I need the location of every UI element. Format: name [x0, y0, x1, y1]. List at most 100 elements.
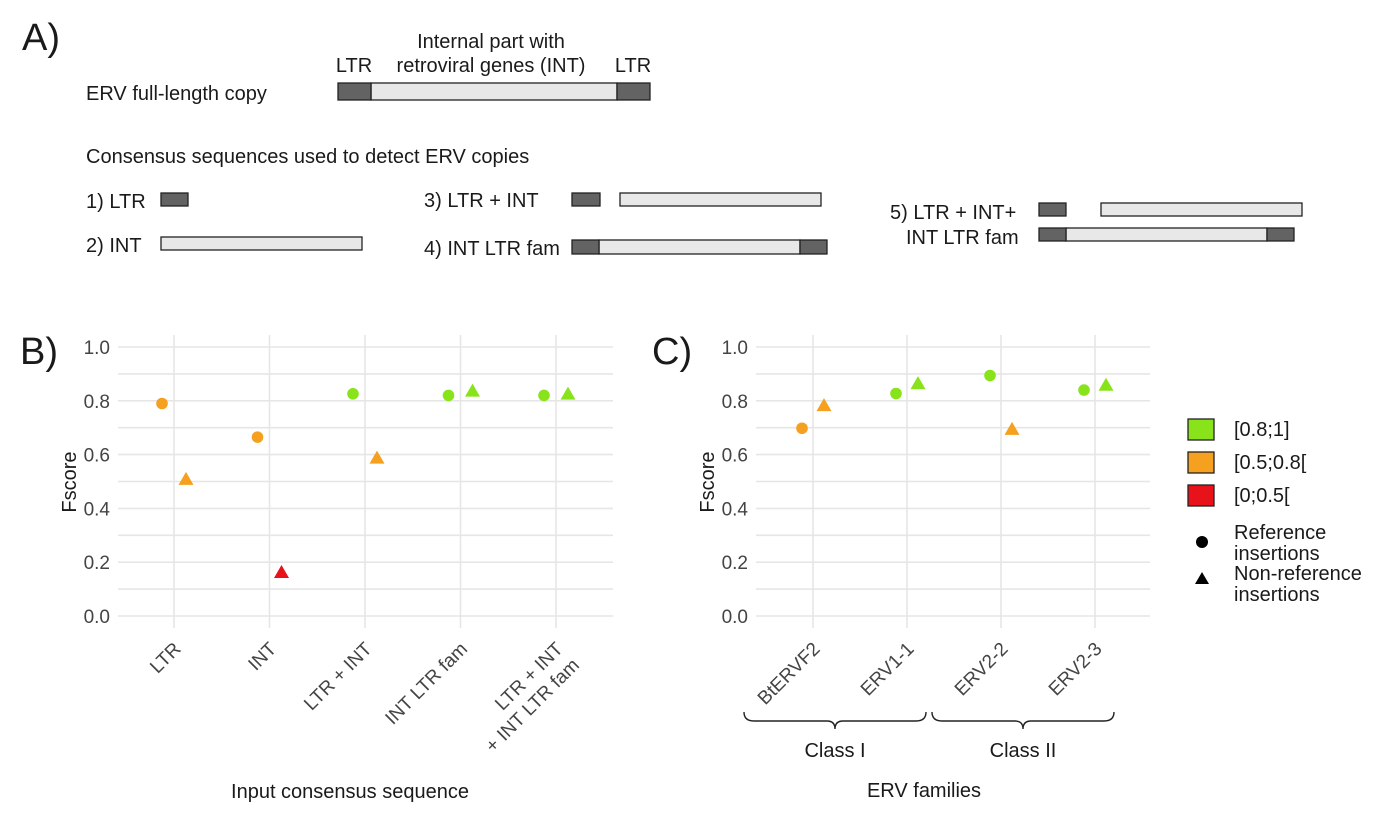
reference-point	[347, 388, 359, 400]
legend-label-low: [0;0.5[	[1234, 485, 1290, 507]
option-5-fam-ltr-left-segment	[1038, 227, 1067, 242]
option-3-int-segment	[619, 192, 822, 207]
nonreference-point	[178, 471, 194, 485]
y-tick-label: 0.0	[722, 607, 748, 628]
legend-swatch-high	[1187, 418, 1215, 441]
x-tick-label-line: LTR + INT	[300, 638, 376, 714]
option-3-label: 3) LTR + INT	[424, 190, 539, 212]
full-copy-int-segment	[370, 82, 618, 101]
option-2-int-segment	[160, 236, 363, 251]
reference-point	[538, 389, 550, 402]
panel-c-y-tick-labels: 0.0 0.2 0.4 0.6 0.8 1.0	[722, 338, 749, 628]
reference-point	[156, 397, 168, 410]
panel-c-y-axis-title: Fscore	[697, 451, 719, 512]
x-tick-label-line: ERV2-3	[1045, 639, 1107, 701]
y-tick-label: 1.0	[722, 338, 748, 359]
y-tick-label: 0.6	[84, 446, 110, 467]
consensus-title: Consensus sequences used to detect ERV c…	[86, 146, 529, 168]
x-tick-label-line: INT LTR fam	[382, 639, 472, 729]
panel-c-x-axis-title: ERV families	[867, 780, 981, 802]
internal-part-label-line2: retroviral genes (INT)	[397, 55, 586, 77]
class-brace	[743, 711, 927, 730]
panel-b-x-tick-labels: LTR INT LTR + INT INT LTR fam LTR + INT+ INT…	[146, 638, 584, 757]
y-tick-label: 1.0	[84, 338, 110, 359]
x-tick-label: ERV2-3	[1045, 639, 1107, 701]
legend-triangle-icon	[1195, 572, 1209, 584]
full-copy-ltr-right-segment	[616, 82, 651, 101]
y-tick-label: 0.4	[722, 499, 749, 520]
y-tick-label: 0.4	[84, 499, 111, 520]
ltr-label-left: LTR	[336, 55, 372, 77]
legend-nonreference-line1: Non-reference	[1234, 563, 1362, 585]
reference-point	[796, 422, 808, 435]
x-tick-label-line: ERV2-2	[951, 639, 1013, 701]
reference-point	[984, 369, 996, 382]
panel-c-x-tick-labels: BtERVF2 ERV1-1 ERV2-2 ERV2-3	[754, 639, 1107, 710]
ltr-label-right: LTR	[615, 55, 651, 77]
legend-swatch-low	[1187, 484, 1215, 507]
option-5-fam-ltr-right-segment	[1266, 227, 1295, 242]
class-group-label: Class II	[990, 740, 1057, 762]
nonreference-point	[274, 564, 289, 578]
x-tick-label: INT	[245, 638, 282, 675]
class-brace	[931, 711, 1115, 730]
legend-label-mid: [0.5;0.8[	[1234, 452, 1307, 474]
legend-reference-line1: Reference	[1234, 522, 1326, 544]
panel-b-x-axis-title: Input consensus sequence	[231, 781, 469, 803]
panel-c-class-groups: Class I Class II	[743, 711, 1115, 762]
nonreference-point	[1098, 377, 1114, 391]
y-tick-label: 0.8	[84, 392, 110, 413]
full-copy-label: ERV full-length copy	[86, 83, 267, 105]
panel-b-gridlines	[118, 335, 613, 628]
option-3-ltr-segment	[571, 192, 601, 207]
panel-b-letter: B)	[20, 331, 58, 373]
option-4-label: 4) INT LTR fam	[424, 238, 560, 260]
option-5-ltr-segment	[1038, 202, 1067, 217]
x-tick-label: ERV1-1	[857, 639, 919, 701]
reference-point	[442, 389, 455, 402]
legend-reference-line2: insertions	[1234, 543, 1320, 565]
full-copy-ltr-left-segment	[337, 82, 372, 101]
y-tick-label: 0.2	[722, 553, 748, 574]
option-4-ltr-right-segment	[799, 239, 828, 255]
legend-circle-icon	[1196, 536, 1208, 548]
nonreference-point	[910, 376, 926, 390]
option-1-label: 1) LTR	[86, 191, 146, 213]
panel-b-y-tick-labels: 0.0 0.2 0.4 0.6 0.8 1.0	[84, 338, 111, 628]
y-tick-label: 0.0	[84, 607, 110, 628]
nonreference-point	[816, 398, 832, 412]
reference-point	[1078, 384, 1090, 396]
reference-point	[251, 431, 264, 443]
nonreference-point	[465, 383, 480, 397]
nonreference-point	[1004, 421, 1020, 435]
y-tick-label: 0.2	[84, 553, 110, 574]
x-tick-label: LTR + INT+ INT LTR fam	[465, 638, 584, 757]
panel-b: B) 0.0 0.2 0.4 0.6 0.8 1.0 LTR INT LTR + INT INT…	[20, 331, 613, 803]
option-4-ltr-left-segment	[571, 239, 600, 255]
option-5-fam-int-segment	[1065, 227, 1268, 242]
nonreference-point	[560, 386, 576, 400]
internal-part-label-line1: Internal part with	[417, 31, 565, 53]
panel-c: C) 0.0 0.2 0.4 0.6 0.8 1.0 BtERVF2 ERV1-1 ERV2-…	[652, 331, 1150, 802]
x-tick-label-line: BtERVF2	[754, 639, 825, 710]
panel-a: A) Internal part with retroviral genes (…	[22, 17, 1303, 260]
option-5-label-line1: 5) LTR + INT+	[890, 202, 1016, 224]
x-tick-label: LTR	[146, 639, 185, 678]
panel-b-data-points	[156, 383, 576, 578]
x-tick-label: ERV2-2	[951, 639, 1013, 701]
x-tick-label: BtERVF2	[754, 639, 825, 710]
option-1-ltr-segment	[160, 192, 189, 207]
x-tick-label: INT LTR fam	[382, 639, 472, 729]
option-2-label: 2) INT	[86, 235, 142, 257]
legend-label-high: [0.8;1]	[1234, 419, 1290, 441]
legend-nonreference-line2: insertions	[1234, 584, 1320, 606]
y-tick-label: 0.8	[722, 392, 748, 413]
panel-c-gridlines	[756, 335, 1150, 628]
panel-a-letter: A)	[22, 17, 60, 59]
option-5-label-line2: INT LTR fam	[906, 227, 1019, 249]
class-group-label: Class I	[804, 740, 865, 762]
x-tick-label-line: INT	[245, 638, 282, 675]
nonreference-point	[369, 450, 385, 464]
x-tick-label: LTR + INT	[300, 638, 376, 714]
